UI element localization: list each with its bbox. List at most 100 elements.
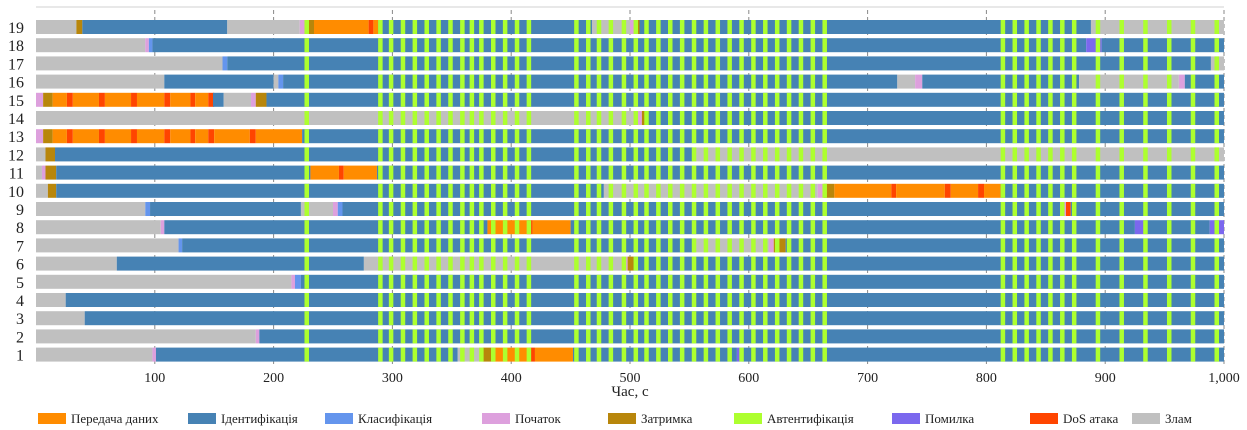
auth-mark [596, 56, 602, 71]
auth-mark [388, 129, 394, 144]
auth-mark [679, 311, 685, 326]
auth-mark [469, 347, 475, 362]
legend: Передача даних Ідентифікація Класифікація П… [38, 411, 1192, 426]
auth-mark [1190, 38, 1196, 53]
segment-bar [66, 129, 73, 144]
auth-mark [1000, 329, 1006, 344]
auth-mark [1048, 20, 1053, 34]
auth-mark [679, 220, 685, 235]
auth-mark [822, 165, 827, 180]
auth-mark [1048, 147, 1053, 162]
auth-mark [412, 38, 418, 53]
auth-mark [1024, 220, 1029, 235]
auth-mark [822, 38, 827, 53]
auth-mark [1024, 256, 1029, 271]
segment-bar [84, 311, 1224, 326]
auth-mark [822, 111, 827, 125]
auth-mark [739, 274, 744, 289]
auth-mark [1095, 38, 1101, 53]
auth-mark [469, 38, 475, 53]
auth-mark [691, 92, 697, 107]
auth-mark [727, 129, 732, 144]
auth-mark [1060, 111, 1065, 125]
x-tick-label: 700 [857, 371, 878, 386]
auth-mark [1095, 311, 1101, 326]
auth-mark [388, 183, 394, 198]
auth-mark [633, 38, 639, 53]
auth-mark [412, 347, 418, 362]
auth-mark [751, 347, 756, 362]
auth-mark [1095, 183, 1101, 198]
segment-bar [152, 38, 1087, 53]
auth-mark [1214, 202, 1219, 216]
auth-mark [378, 165, 383, 180]
auth-mark [1166, 274, 1172, 289]
segment-bar [36, 38, 146, 53]
auth-mark [644, 20, 649, 34]
auth-mark [786, 202, 792, 216]
auth-mark [400, 220, 406, 235]
auth-mark [460, 147, 465, 162]
auth-mark [502, 56, 508, 71]
auth-mark [1048, 238, 1053, 253]
auth-mark [469, 256, 475, 271]
auth-mark [526, 329, 532, 344]
auth-mark [1214, 347, 1219, 362]
auth-mark [1000, 165, 1006, 180]
segment-bar [56, 165, 311, 180]
auth-mark [644, 293, 649, 307]
auth-mark [574, 165, 579, 180]
auth-mark [739, 56, 744, 71]
x-tick-label: 600 [738, 371, 759, 386]
auth-mark [727, 56, 732, 71]
segment-bar [47, 183, 57, 198]
segment-bar [150, 202, 301, 216]
auth-mark [798, 347, 804, 362]
auth-mark [502, 147, 508, 162]
auth-mark [608, 274, 614, 289]
auth-mark [514, 111, 520, 125]
auth-mark [1166, 74, 1172, 89]
auth-mark [514, 129, 520, 144]
auth-mark [644, 347, 649, 362]
auth-mark [1119, 147, 1124, 162]
auth-mark [621, 129, 627, 144]
auth-mark [1214, 92, 1219, 107]
legend-label: Автентифікація [767, 411, 854, 426]
auth-mark [633, 347, 639, 362]
auth-mark [786, 165, 792, 180]
segment-bar [36, 329, 256, 344]
segment-bar [266, 92, 1224, 107]
segment-bar [368, 20, 374, 34]
auth-mark [774, 56, 780, 71]
auth-mark [1024, 183, 1029, 198]
auth-mark [668, 74, 673, 89]
auth-mark [586, 165, 591, 180]
auth-mark [436, 129, 441, 144]
auth-mark [448, 129, 453, 144]
auth-mark [739, 238, 744, 253]
auth-mark [1024, 56, 1029, 71]
auth-mark [491, 56, 496, 71]
auth-mark [1119, 165, 1124, 180]
auth-mark [1024, 165, 1029, 180]
auth-mark [1143, 20, 1148, 34]
auth-mark [526, 147, 532, 162]
auth-mark [633, 329, 639, 344]
auth-mark [727, 20, 732, 34]
auth-mark [774, 183, 780, 198]
segment-bar [249, 129, 256, 144]
auth-mark [436, 111, 441, 125]
auth-mark [739, 147, 744, 162]
auth-mark [304, 183, 309, 198]
auth-mark [715, 111, 721, 125]
segment-bar [278, 74, 284, 89]
x-axis-title: Час, с [611, 384, 649, 400]
auth-mark [1036, 165, 1041, 180]
auth-mark [739, 256, 744, 271]
auth-mark [810, 202, 816, 216]
segment-bar [55, 147, 693, 162]
row-15 [36, 92, 1224, 107]
auth-mark [596, 38, 602, 53]
auth-mark [1000, 256, 1006, 271]
